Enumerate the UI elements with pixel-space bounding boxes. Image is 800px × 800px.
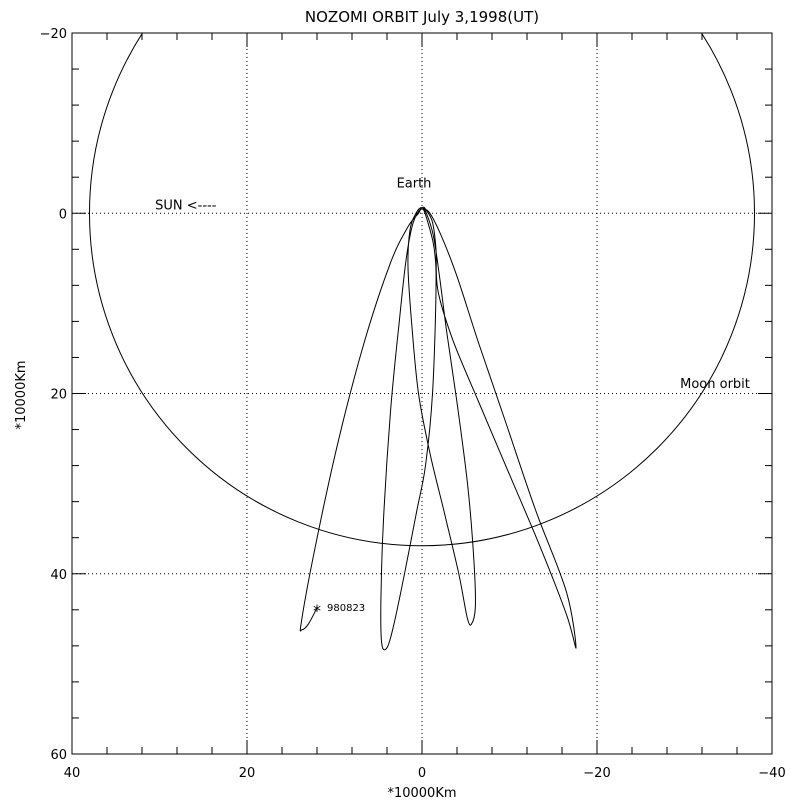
y-tick-label: −20 (40, 27, 67, 42)
y-tick-label: 40 (50, 568, 67, 583)
y-tick-label: 20 (50, 388, 67, 403)
tick-labels: 40 20 0 −20 −40 −20 0 20 40 60 (40, 27, 786, 781)
x-tick-label: 0 (418, 766, 426, 781)
chart-title: NOZOMI ORBIT July 3,1998(UT) (305, 8, 539, 26)
x-axis-label: *10000Km (387, 786, 456, 800)
x-tick-label: −40 (758, 766, 785, 781)
current-position-marker: * (313, 601, 321, 620)
moon-orbit-label: Moon orbit (680, 377, 750, 392)
sun-direction-label: SUN <---- (155, 199, 217, 214)
y-tick-label: 60 (50, 748, 67, 763)
plot-frame (71, 32, 773, 755)
x-tick-label: −20 (583, 766, 610, 781)
grid-lines (72, 33, 772, 754)
nozomi-orbit-path (299, 206, 577, 651)
moon-orbit-circle (89, 33, 755, 547)
x-tick-label: 20 (239, 766, 256, 781)
y-axis-label: *10000Km (14, 360, 29, 429)
earth-label: Earth (397, 176, 432, 191)
x-tick-label: 40 (64, 766, 81, 781)
y-tick-label: 0 (59, 207, 67, 222)
date-marker-label: 980823 (327, 603, 365, 614)
